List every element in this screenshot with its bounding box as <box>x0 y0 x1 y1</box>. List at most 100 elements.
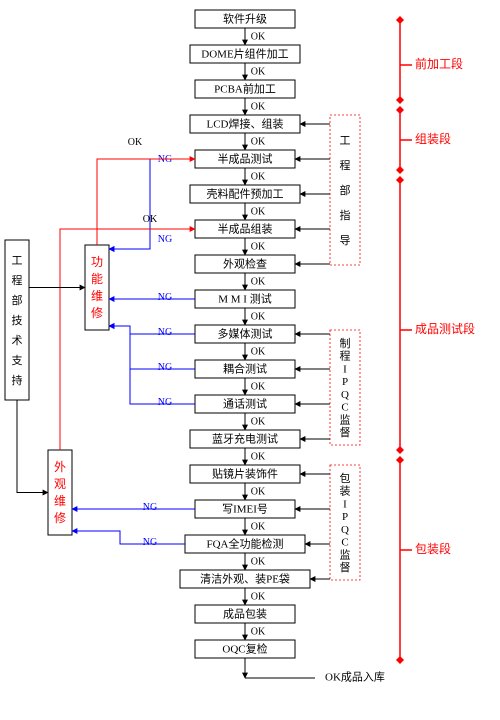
ok-label: OK <box>251 487 266 498</box>
left-box-char: 维 <box>91 289 103 303</box>
dashed-box-char: 督 <box>340 425 351 439</box>
dashed-box-char: 程 <box>340 159 351 172</box>
ok-return-look <box>60 229 195 450</box>
dashed-box-char: I <box>343 363 347 375</box>
stage-label: 前加工段 <box>415 56 463 71</box>
ok-return-label: OK <box>143 214 158 225</box>
process-label-n15: 写IMEI号 <box>222 503 268 516</box>
left-box-char: 术 <box>12 334 23 347</box>
ng-label: NG <box>158 234 172 245</box>
left-box-char: 观 <box>54 477 66 491</box>
dashed-box-char: I <box>343 498 347 510</box>
dashed-box-char: 监 <box>340 413 351 426</box>
ng-edge <box>109 326 195 369</box>
process-label-n8: 外观检查 <box>223 257 267 271</box>
left-box-char: 工 <box>12 255 23 267</box>
ok-label: OK <box>251 627 266 638</box>
left-box-char: 功 <box>91 255 103 269</box>
ok-label: OK <box>251 137 266 148</box>
process-label-n11: 耦合测试 <box>223 362 267 376</box>
left-box-char: 支 <box>12 354 23 367</box>
process-label-n19: OQC复检 <box>222 642 267 656</box>
left-box-char: 技 <box>12 314 23 327</box>
left-box-char: 修 <box>54 510 66 525</box>
tech-to-look <box>17 400 48 493</box>
process-label-n18: 成品包装 <box>223 608 267 621</box>
bracket-diamond <box>396 176 404 184</box>
process-label-n3: PCBA前加工 <box>214 82 276 96</box>
ok-label: OK <box>251 452 266 463</box>
dashed-box-char: 监 <box>340 548 351 561</box>
ng-edge <box>72 531 185 544</box>
dashed-box-char: 指 <box>340 208 351 222</box>
left-box-char: 持 <box>12 373 23 387</box>
dashed-box-char: C <box>341 537 348 549</box>
ng-label: NG <box>143 537 157 548</box>
ng-edge <box>109 229 195 249</box>
dashed-box-char: 工 <box>340 135 351 147</box>
process-label-n17: 清洁外观、装PE袋 <box>200 572 290 586</box>
dashed-box-char: 程 <box>340 350 351 363</box>
process-label-n2: DOME片组件加工 <box>201 47 288 61</box>
left-box-char: 程 <box>12 274 23 287</box>
process-label-n1: 软件升级 <box>223 12 267 26</box>
ok-return-label: OK <box>128 137 143 148</box>
process-label-n13: 蓝牙充电测试 <box>212 432 278 446</box>
dashed-box-char: 部 <box>340 183 351 197</box>
bracket-diamond <box>396 166 404 174</box>
dashed-box-char: 导 <box>340 234 351 247</box>
left-box-char: 外 <box>54 460 66 474</box>
stage-label: 组装段 <box>415 131 451 146</box>
left-box-char: 维 <box>54 494 66 508</box>
left-box-char: 部 <box>12 293 23 307</box>
ng-label: NG <box>158 397 172 408</box>
ok-label: OK <box>251 67 266 78</box>
bracket-diamond <box>396 96 404 104</box>
ok-label: OK <box>251 557 266 568</box>
ok-label: OK <box>251 522 266 533</box>
bracket-diamond <box>396 456 404 464</box>
dashed-box-char: P <box>342 511 348 523</box>
ok-label: OK <box>251 277 266 288</box>
stage-label: 包装段 <box>415 541 451 556</box>
ok-label: OK <box>251 207 266 218</box>
ok-label: OK <box>251 417 266 428</box>
dashed-box-char: Q <box>341 389 349 401</box>
ok-label: OK <box>251 172 266 183</box>
process-label-n9: M M I 测试 <box>218 293 271 306</box>
bracket-diamond <box>396 106 404 114</box>
dashed-box-char: Q <box>341 524 349 536</box>
ng-edge <box>109 159 195 249</box>
bracket-diamond <box>396 446 404 454</box>
ng-label: NG <box>143 502 157 513</box>
dashed-box-char: 包 <box>340 472 351 485</box>
process-label-n10: 多媒体测试 <box>218 327 273 341</box>
process-label-n12: 通话测试 <box>223 398 267 411</box>
ok-label: OK <box>251 242 266 253</box>
ok-label: OK <box>251 592 266 603</box>
ok-label: OK <box>251 102 266 113</box>
ng-edge <box>109 326 195 404</box>
process-label-n7: 半成品组装 <box>218 222 273 236</box>
process-label-n14: 贴镜片装饰件 <box>212 467 278 481</box>
ng-label: NG <box>158 292 172 303</box>
dashed-box-char: P <box>342 376 348 388</box>
bracket-diamond <box>396 16 404 24</box>
dashed-box-char: 督 <box>340 560 351 574</box>
process-label-n4: LCD焊接、组装 <box>207 117 284 131</box>
left-box-char: 修 <box>91 305 103 320</box>
ng-edge <box>109 326 195 334</box>
dashed-box-char: 装 <box>340 485 351 498</box>
ok-label: OK <box>251 32 266 43</box>
ok-return-func <box>97 159 195 245</box>
ok-label: OK <box>251 312 266 323</box>
process-label-n6: 壳料配件预加工 <box>207 187 284 201</box>
ng-label: NG <box>158 327 172 338</box>
dashed-box-char: C <box>341 402 348 414</box>
left-box-char: 能 <box>91 272 103 286</box>
ok-label: OK <box>251 382 266 393</box>
ng-label: NG <box>158 362 172 373</box>
dashed-box-char: 制 <box>340 337 351 350</box>
process-label-n5: 半成品测试 <box>218 152 273 166</box>
process-label-n16: FQA全功能检测 <box>206 537 283 551</box>
